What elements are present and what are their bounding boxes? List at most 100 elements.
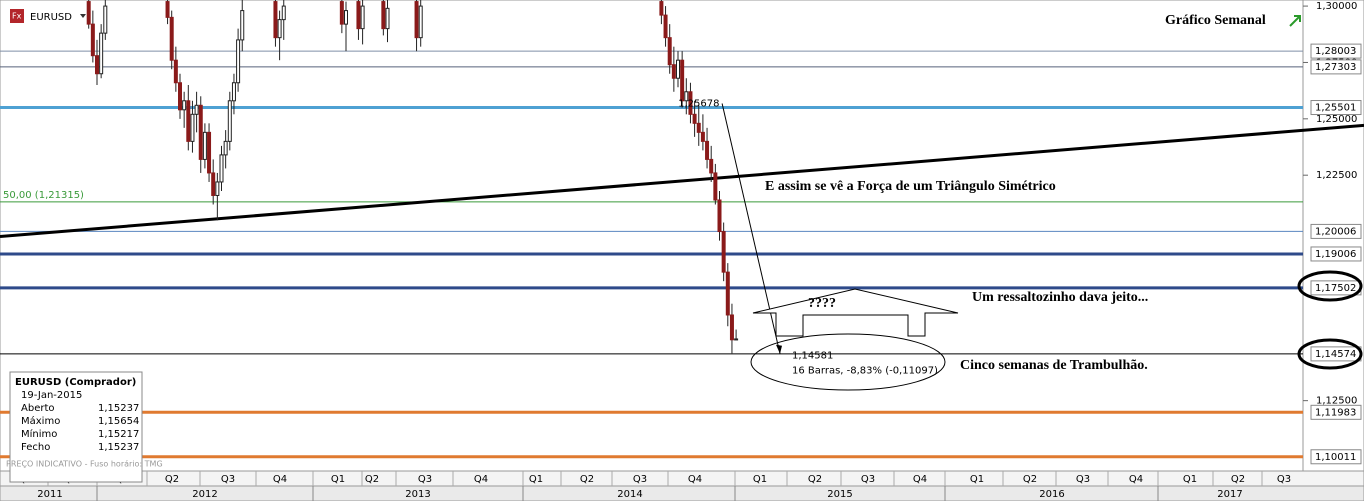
info-key: Fecho [21, 442, 50, 453]
level-box [1310, 59, 1362, 75]
candle-body [734, 338, 739, 341]
candle-body [219, 154, 224, 183]
info-key: Mínimo [21, 428, 57, 440]
candle-body [178, 82, 182, 111]
candle-body [169, 16, 174, 61]
candle-body [663, 14, 668, 39]
candle-body [182, 100, 187, 111]
candle-body [186, 100, 191, 142]
candle-body [725, 271, 730, 316]
level-label: 1,27303 [1315, 62, 1356, 73]
candle-body [680, 59, 685, 102]
info-key: Aberto [21, 403, 55, 414]
candle-body [356, 1, 361, 30]
candle-body [273, 1, 278, 39]
level-box [1310, 43, 1362, 59]
candle-body [90, 23, 95, 57]
candle-body [86, 1, 91, 25]
candle-body [165, 1, 170, 18]
candle-body [667, 37, 672, 66]
quarter-label: Q3 [221, 474, 235, 485]
ellipse [750, 333, 946, 391]
measure-stats: 16 Barras, -8,83% (-0,11097) [792, 366, 938, 377]
candle-body [414, 1, 419, 39]
quarter-label: Q1 [753, 474, 767, 485]
candle-body [360, 5, 365, 30]
measure-label: 1,14581 [792, 351, 833, 362]
candle-body [211, 172, 216, 196]
level-label: 1,19006 [1315, 249, 1356, 260]
candle-body [418, 5, 423, 39]
quarter-label: Q1 [331, 474, 345, 485]
level-label: 1,14574 [1315, 349, 1356, 360]
level-box [1310, 100, 1362, 116]
info-date: 19-Jan-2015 [21, 390, 82, 401]
candle-body [190, 113, 195, 142]
quarter-label: Q1 [1183, 474, 1197, 485]
candle-body [385, 7, 390, 30]
level-label: 1,10011 [1315, 452, 1356, 463]
candle-body [700, 131, 705, 142]
dropdown[interactable] [80, 14, 86, 18]
candle-body [231, 82, 236, 102]
fx-icon-text: Fx [12, 12, 22, 21]
annotation: E assim se vê a Força de um Triângulo Si… [765, 179, 1056, 194]
candle-body [198, 104, 203, 160]
annotation: ???? [808, 296, 836, 311]
candle-body [696, 122, 701, 133]
annotation: Cinco semanas de Trambulhão. [960, 358, 1148, 373]
year-label: 2014 [617, 489, 642, 500]
year-label: 2016 [1039, 489, 1064, 500]
symbol[interactable]: EURUSD [30, 12, 72, 23]
candle-body [688, 91, 693, 115]
quarter-label: Q2 [165, 474, 179, 485]
info-box [9, 371, 143, 483]
quarter-label: Q3 [1076, 474, 1090, 485]
quarter-label: Q2 [1231, 474, 1245, 485]
candle-body [729, 314, 734, 341]
level-label: 1,25501 [1315, 103, 1356, 114]
candle-body [202, 131, 207, 160]
level-box [1310, 223, 1362, 239]
candle-body [99, 32, 104, 75]
candle-body [676, 59, 680, 79]
candle-body [684, 91, 689, 102]
info-title: EURUSD (Comprador) [15, 377, 136, 388]
candle-body [659, 1, 664, 16]
level-box [1310, 404, 1362, 420]
measure-arrow [776, 344, 782, 354]
candle-body [717, 199, 722, 233]
info-footer: PREÇO INDICATIVO - Fuso horário: TMG [6, 460, 163, 469]
annotation: Um ressaltozinho dava jeito... [972, 290, 1148, 305]
level-label: 1,28003 [1315, 46, 1356, 57]
candle-body [223, 140, 228, 156]
year-label: 2017 [1217, 489, 1242, 500]
quarter-label: Q3 [861, 474, 875, 485]
y-tick-label: 1,12500 [1316, 396, 1357, 407]
ellipse [1297, 338, 1363, 370]
quarter-label: Q4 [474, 474, 488, 485]
chart-label: Gráfico Semanal [1165, 13, 1266, 28]
candle-body [277, 19, 282, 39]
quarter-label: Q3 [1277, 474, 1291, 485]
candle-body [709, 158, 714, 174]
quarter-label: Q4 [688, 474, 702, 485]
info-value: 1,15654 [98, 416, 139, 427]
info-value: 1,15217 [98, 429, 139, 440]
level-label: 1,20006 [1315, 226, 1356, 237]
year-label: 2012 [192, 489, 217, 500]
block-arrow [752, 288, 959, 337]
candle-body [215, 181, 220, 196]
candle-body [721, 231, 726, 273]
trend-icon [1289, 15, 1301, 27]
quarter-label: Q4 [913, 474, 927, 485]
plot-area [0, 0, 1304, 472]
year-label: 2015 [827, 489, 852, 500]
candle-body [194, 104, 199, 115]
y-tick-label: 1,25000 [1316, 114, 1357, 125]
candle-body [339, 1, 344, 25]
candle-body [240, 10, 245, 41]
level-box [1310, 449, 1362, 465]
year-label: 2011 [37, 489, 62, 500]
